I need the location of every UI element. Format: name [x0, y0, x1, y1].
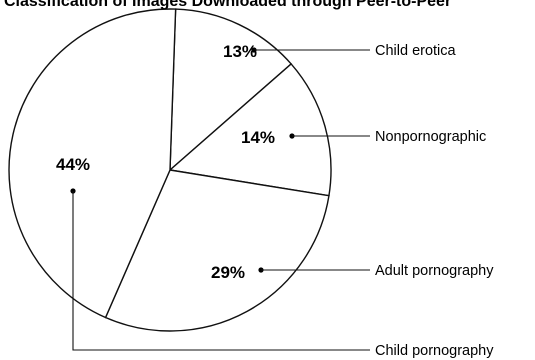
- pie-slice-nonpornographic: [168, 62, 332, 197]
- slice-value-label: 44%: [56, 155, 90, 174]
- pie-slice-child-pornography: [8, 8, 177, 319]
- legend-label-nonpornographic: Nonpornographic: [375, 129, 486, 145]
- slice-value-label: 13%: [223, 42, 257, 61]
- chart-title: Classification of Images Downloaded thro…: [4, 0, 451, 10]
- pie-slice-adult-pornography: [104, 169, 330, 332]
- slice-value-label: 29%: [211, 263, 245, 282]
- slice-value-label: 14%: [241, 128, 275, 147]
- callout-leader-line: [72, 191, 370, 351]
- pie-slice-child-erotica: [169, 8, 293, 172]
- legend-label-child-erotica: Child erotica: [375, 43, 457, 59]
- legend-label-child-pornography: Child pornography: [375, 343, 494, 359]
- legend-label-adult-pornography: Adult pornography: [375, 263, 494, 279]
